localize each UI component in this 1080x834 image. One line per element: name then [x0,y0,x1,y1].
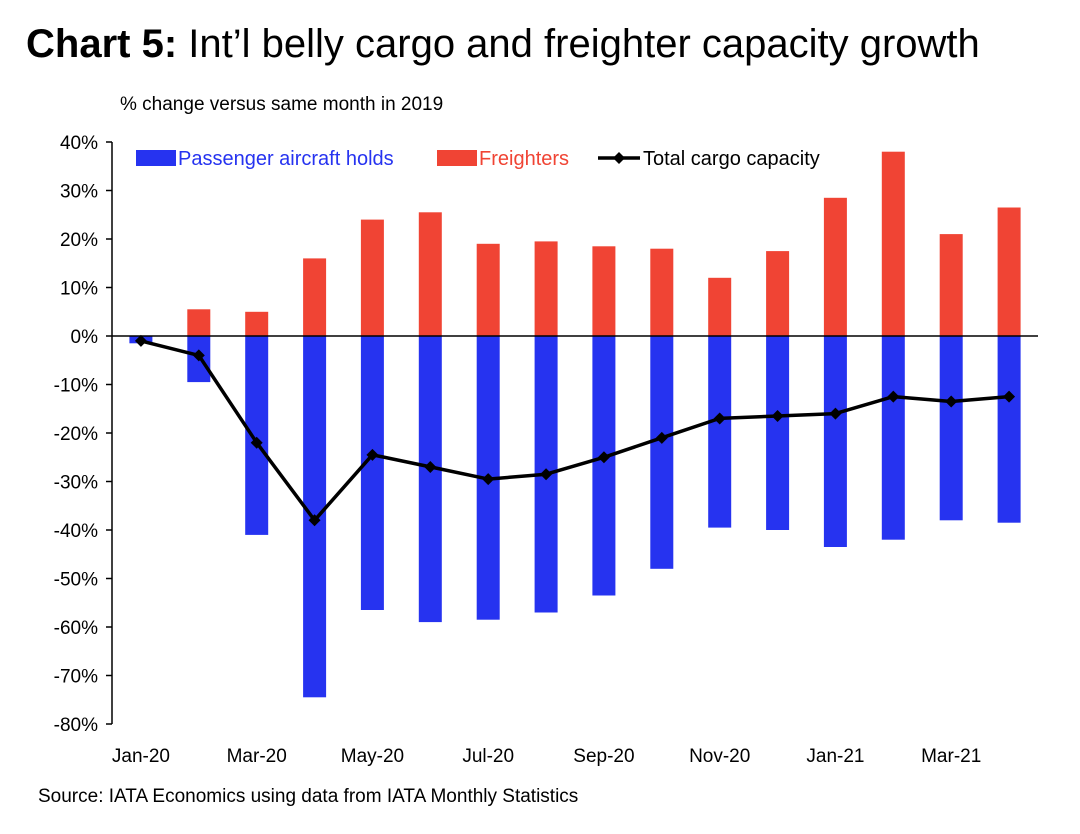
legend-label-total-cargo-capacity: Total cargo capacity [643,148,820,170]
y-tick-label: 10% [60,279,98,300]
bar-freighters-jan-21 [823,197,847,336]
bar-passenger-aircraft-holds-may-20 [360,336,384,610]
point-total-cargo-capacity-mar-20 [250,436,263,449]
x-tick-label: Mar-21 [921,746,981,767]
point-total-cargo-capacity-feb-20 [192,349,205,362]
bar-freighters-feb-20 [187,309,211,336]
y-tick-label: -70% [54,667,98,688]
bar-freighters-may-20 [360,219,384,336]
bar-passenger-aircraft-holds-feb-21 [881,336,905,540]
bar-passenger-aircraft-holds-mar-21 [939,336,963,521]
x-tick-label: Mar-20 [227,746,287,767]
bar-freighters-oct-20 [650,248,674,336]
legend-label-freighters: Freighters [479,148,569,170]
bar-freighters-jul-20 [476,243,500,336]
bar-passenger-aircraft-holds-jun-20 [418,336,442,623]
bar-freighters-sep-20 [592,246,616,336]
bar-freighters-mar-21 [939,234,963,336]
point-total-cargo-capacity-jan-21 [829,407,842,420]
y-tick-label: -80% [54,715,98,736]
legend-marker-total-cargo-capacity [613,152,625,164]
y-tick-label: -10% [54,376,98,397]
y-axis-label: % change versus same month in 2019 [120,94,444,115]
y-tick-label: -60% [54,618,98,639]
point-total-cargo-capacity-apr-21 [1003,390,1016,403]
bar-freighters-apr-20 [303,258,327,336]
y-tick-label: -30% [54,473,98,494]
line-total-cargo-capacity [140,339,1010,523]
x-tick-label: Jan-21 [806,746,864,767]
point-total-cargo-capacity-jun-20 [424,460,437,473]
source-note: Source: IATA Economics using data from I… [38,786,579,807]
point-total-cargo-capacity-aug-20 [540,468,553,481]
x-tick-label: Jul-20 [462,746,514,767]
point-total-cargo-capacity-jul-20 [482,473,495,486]
bar-passenger-aircraft-holds-jan-21 [823,336,847,547]
point-total-cargo-capacity-oct-20 [655,431,668,444]
bar-freighters-dec-20 [766,251,790,336]
point-total-cargo-capacity-mar-21 [945,395,958,408]
bar-freighters-feb-21 [881,151,905,336]
x-tick-label: Jan-20 [112,746,170,767]
y-tick-label: -50% [54,570,98,591]
point-total-cargo-capacity-sep-20 [597,451,610,464]
point-total-cargo-capacity-apr-20 [308,514,321,527]
point-total-cargo-capacity-may-20 [366,448,379,461]
point-total-cargo-capacity-feb-21 [887,390,900,403]
bar-passenger-aircraft-holds-apr-21 [997,336,1021,523]
chart-title-number: Chart 5: [26,22,178,66]
bar-freighters-mar-20 [245,311,269,337]
chart-title-text: Int’l belly cargo and freighter capacity… [188,22,980,66]
y-tick-label: -40% [54,521,98,542]
point-total-cargo-capacity-dec-20 [771,410,784,423]
bar-freighters-jun-20 [418,212,442,336]
x-tick-label: Nov-20 [689,746,750,767]
y-tick-label: 0% [71,327,99,348]
bar-passenger-aircraft-holds-mar-20 [245,336,269,535]
y-tick-label: 20% [60,230,98,251]
chart-title: Chart 5: Int’l belly cargo and freighter… [26,18,980,70]
point-total-cargo-capacity-jan-20 [134,334,147,347]
bar-passenger-aircraft-holds-oct-20 [650,336,674,569]
y-tick-label: 30% [60,182,98,203]
bar-freighters-nov-20 [708,277,732,336]
legend-swatch-freighters [437,150,477,166]
bar-passenger-aircraft-holds-dec-20 [766,336,790,530]
y-tick-label: -20% [54,424,98,445]
legend-label-passenger-aircraft-holds: Passenger aircraft holds [178,148,394,170]
legend-swatch-passenger-aircraft-holds [136,150,176,166]
bar-freighters-aug-20 [534,241,558,336]
bar-passenger-aircraft-holds-sep-20 [592,336,616,596]
bar-freighters-apr-21 [997,207,1021,336]
bar-passenger-aircraft-holds-nov-20 [708,336,732,528]
y-tick-label: 40% [60,133,98,154]
point-total-cargo-capacity-nov-20 [713,412,726,425]
x-tick-label: May-20 [341,746,404,767]
x-tick-label: Sep-20 [573,746,634,767]
